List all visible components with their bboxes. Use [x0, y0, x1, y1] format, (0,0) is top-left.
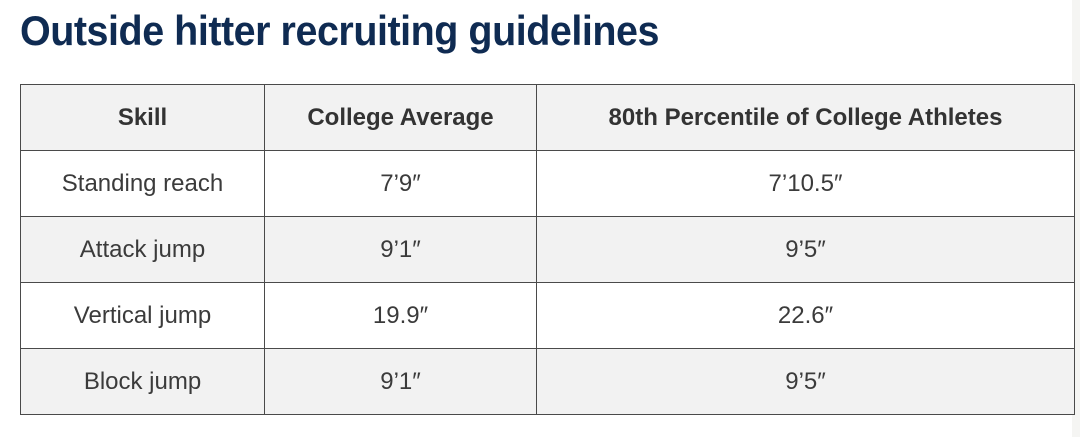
column-header-college-average: College Average	[264, 84, 537, 151]
percentile-80-cell: 9’5″	[536, 348, 1075, 415]
percentile-80-cell: 7’10.5″	[536, 150, 1075, 217]
column-header-80th-percentile: 80th Percentile of College Athletes	[536, 84, 1075, 151]
skill-cell: Vertical jump	[20, 282, 265, 349]
table-row: Block jump 9’1″ 9’5″	[20, 348, 1075, 415]
table-header-row: Skill College Average 80th Percentile of…	[20, 84, 1075, 151]
college-average-cell: 9’1″	[264, 216, 537, 283]
college-average-cell: 7’9″	[264, 150, 537, 217]
table-row: Vertical jump 19.9″ 22.6″	[20, 282, 1075, 349]
recruiting-guidelines-table: Skill College Average 80th Percentile of…	[20, 84, 1075, 415]
table-row: Standing reach 7’9″ 7’10.5″	[20, 150, 1075, 217]
skill-cell: Block jump	[20, 348, 265, 415]
percentile-80-cell: 9’5″	[536, 216, 1075, 283]
table-row: Attack jump 9’1″ 9’5″	[20, 216, 1075, 283]
skill-cell: Attack jump	[20, 216, 265, 283]
skill-cell: Standing reach	[20, 150, 265, 217]
column-header-skill: Skill	[20, 84, 265, 151]
page-title: Outside hitter recruiting guidelines	[20, 7, 659, 54]
college-average-cell: 9’1″	[264, 348, 537, 415]
percentile-80-cell: 22.6″	[536, 282, 1075, 349]
college-average-cell: 19.9″	[264, 282, 537, 349]
